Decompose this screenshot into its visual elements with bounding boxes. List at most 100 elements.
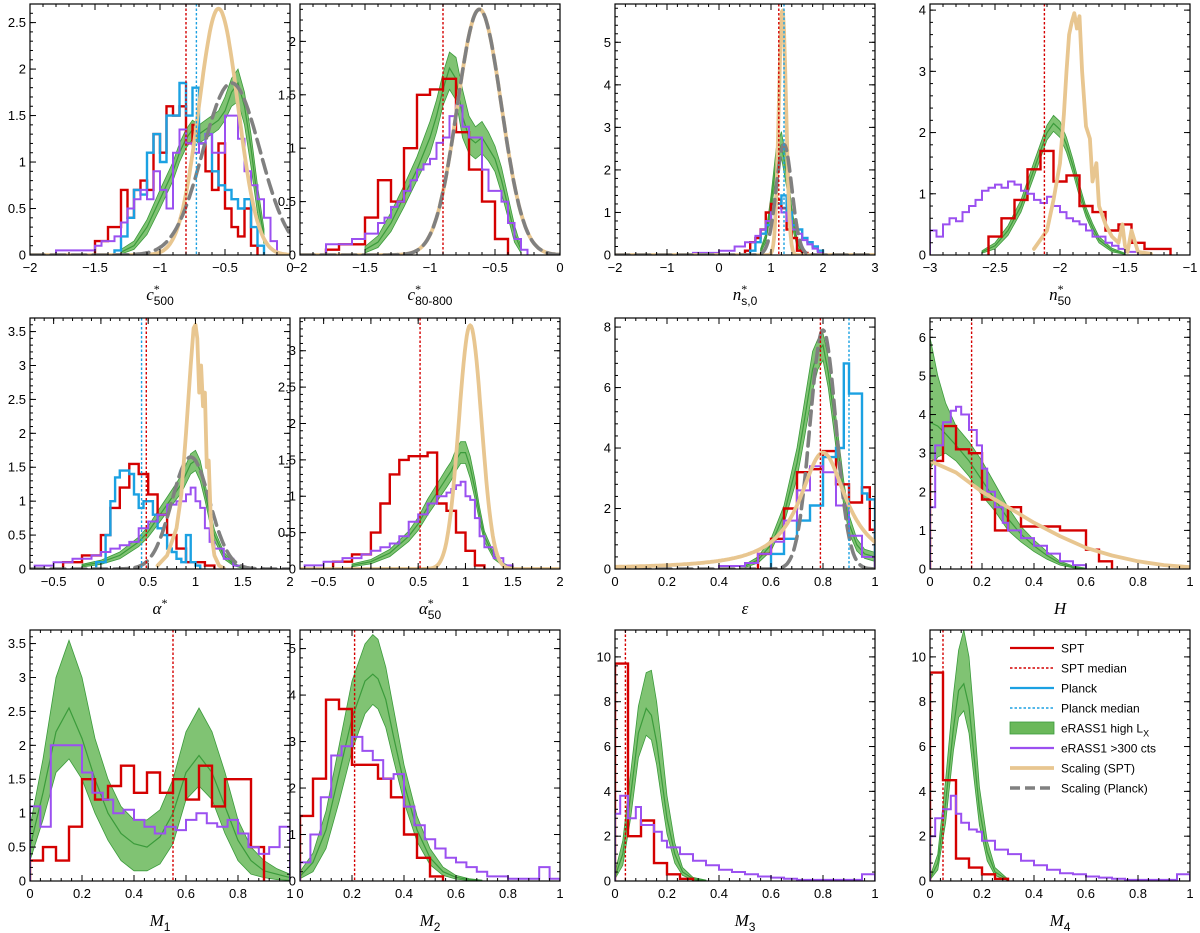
series-erass1-high-lx-median-line <box>760 144 803 254</box>
series-erass1-300-cts <box>930 180 1139 255</box>
y-tick-label: 0 <box>604 874 611 889</box>
legend-label: Planck median <box>1061 702 1140 716</box>
panel-H: 0 0.2 0.4 0.6 0.8 1 0 1 2 3 4 5 6 H <box>919 317 1194 618</box>
series-erass1-high-lx-band <box>930 337 1087 569</box>
x-tick-label: 1 <box>462 574 469 589</box>
x-axis-label: α* <box>153 596 168 618</box>
x-tick-label: 2 <box>819 260 826 275</box>
y-tick-label: 3 <box>604 120 611 135</box>
y-tick-label: 4 <box>604 77 611 92</box>
legend-item-spt: SPT <box>1010 642 1085 656</box>
y-tick-label: 0 <box>289 248 296 263</box>
axis-label-symbol: M <box>734 911 750 930</box>
axis-label-superscript: * <box>415 282 421 296</box>
series-planck <box>113 81 266 255</box>
x-tick-label: 1.5 <box>504 574 522 589</box>
x-tick-label: 0 <box>286 260 293 275</box>
y-tick-label: 1 <box>19 155 26 170</box>
axis-label-symbol: H <box>1053 599 1068 618</box>
series-spt <box>324 77 510 255</box>
series-erass1-300-cts <box>615 794 875 881</box>
x-tick-label: −0.5 <box>311 574 337 589</box>
x-tick-label: 0.2 <box>973 886 991 901</box>
x-tick-label: 0.5 <box>409 574 427 589</box>
legend-item-planck_median: Planck median <box>1010 702 1140 716</box>
ticks <box>29 3 291 256</box>
x-tick-label: 0 <box>926 886 933 901</box>
axis-label-symbol: c <box>146 285 154 304</box>
y-tick-label: 4 <box>919 407 926 422</box>
x-tick-label: −2.5 <box>982 260 1008 275</box>
panel-frame <box>299 629 561 882</box>
plot-area <box>615 4 875 255</box>
x-tick-label: 0.2 <box>973 574 991 589</box>
y-tick-label: 2 <box>19 426 26 441</box>
y-tick-label: 1.5 <box>278 452 296 467</box>
legend-label: Planck <box>1061 682 1098 696</box>
plot-area <box>300 630 560 881</box>
y-tick-label: 4 <box>919 784 926 799</box>
ticks <box>614 318 876 570</box>
plot-area <box>930 4 1172 255</box>
x-tick-label: 0.4 <box>710 574 728 589</box>
series-erass1-high-lx-median-line <box>615 707 707 881</box>
axis-label-superscript: * <box>161 596 167 610</box>
axis-label-subscript: s,0 <box>741 294 757 308</box>
y-tick-label: 4 <box>604 441 611 456</box>
series-scaling-spt <box>615 450 875 569</box>
x-tick-label: −1 <box>1183 260 1198 275</box>
x-tick-label: 0 <box>296 886 303 901</box>
x-tick-label: 0.8 <box>1129 886 1147 901</box>
x-tick-label: 0 <box>97 574 104 589</box>
ticks <box>929 4 1191 256</box>
x-axis-label: M1 <box>149 911 171 933</box>
series-spt <box>615 662 695 881</box>
x-tick-label: 0 <box>926 574 933 589</box>
y-tick-label: 4 <box>604 784 611 799</box>
legend-label: SPT median <box>1061 662 1127 676</box>
x-axis-label: n* 50 <box>1049 282 1071 308</box>
x-tick-label: 0.6 <box>762 574 780 589</box>
x-tick-label: 2 <box>556 574 563 589</box>
x-tick-label: 0.8 <box>229 886 247 901</box>
x-tick-label: 0.6 <box>1077 574 1095 589</box>
series-scaling-spt <box>155 322 226 569</box>
y-tick-label: 0.5 <box>278 194 296 209</box>
y-tick-label: 2.5 <box>8 15 26 30</box>
x-axis-label: M2 <box>419 911 441 933</box>
x-tick-label: 0 <box>611 886 618 901</box>
y-tick-label: 6 <box>919 330 926 345</box>
plot-area <box>930 318 1190 569</box>
legend-label: eRASS1 high LX <box>1061 722 1149 739</box>
axis-label-subscript: 50 <box>1058 294 1072 308</box>
y-tick-label: 1 <box>289 489 296 504</box>
series-scaling-spt <box>1032 11 1153 255</box>
ticks <box>299 4 561 256</box>
y-tick-label: 8 <box>604 320 611 335</box>
x-tick-label: 0.5 <box>139 574 157 589</box>
series-erass1-high-lx-median-line <box>300 673 483 881</box>
legend-label-text: eRASS1 >300 cts <box>1061 742 1156 756</box>
panel-c80-800: −2 −1.5 −1 −0.5 000.511.52c* 80-800 <box>278 3 564 308</box>
panel-n50: −3 −2.5 −2 −1.5 −1 0 1 2 3 4 n* 50 <box>919 3 1198 308</box>
legend-label-text: Scaling (Planck) <box>1061 782 1148 796</box>
series-scaling-planck <box>30 455 290 569</box>
series-scaling-planck <box>300 7 560 255</box>
y-tick-label: 3 <box>19 670 26 685</box>
series-erass1-high-lx-band <box>981 114 1126 255</box>
plot-area <box>30 318 290 569</box>
legend-label-text: SPT median <box>1061 662 1127 676</box>
y-tick-label: 2 <box>604 829 611 844</box>
axis-label-superscript: * <box>1058 282 1064 296</box>
x-axis-label: α* 50 <box>419 596 442 622</box>
plot-area <box>300 4 560 255</box>
series-scaling-planck <box>30 81 290 255</box>
y-tick-label: 3 <box>289 734 296 749</box>
x-tick-label: 0 <box>715 260 722 275</box>
ticks <box>929 318 1191 570</box>
legend-item-planck: Planck <box>1010 682 1098 696</box>
x-tick-label: −1 <box>660 260 675 275</box>
x-tick-label: 0.8 <box>499 886 517 901</box>
ticks <box>614 4 876 256</box>
